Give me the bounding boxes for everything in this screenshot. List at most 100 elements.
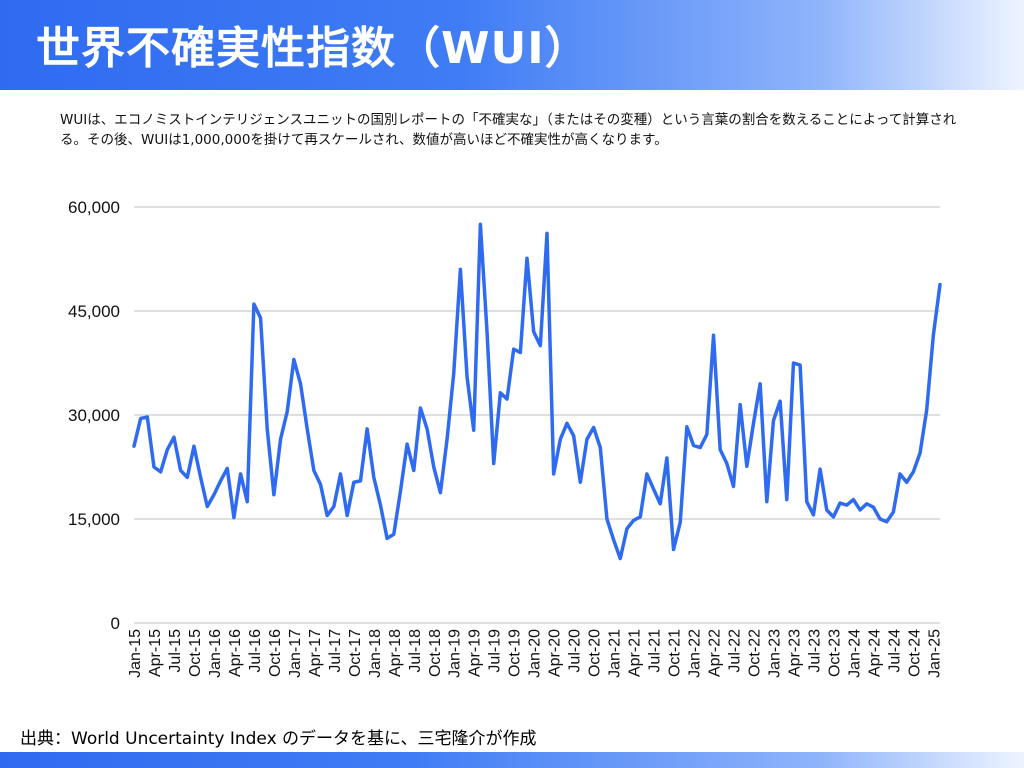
- data-point: [159, 471, 162, 473]
- x-tick-label: Jan-20: [527, 629, 544, 678]
- data-point: [459, 268, 462, 271]
- x-tick-label: Apr-24: [866, 629, 883, 677]
- x-tick-label: Jan-21: [607, 629, 624, 678]
- title-bar: 世界不確実性指数（WUI）: [0, 0, 1024, 90]
- x-tick-label: Oct-21: [667, 629, 684, 677]
- x-tick-label: Jan-17: [287, 629, 304, 678]
- data-point: [419, 407, 422, 409]
- x-tick-label: Jul-16: [247, 629, 264, 673]
- x-tick-label: Jul-21: [647, 629, 664, 673]
- data-point: [426, 428, 428, 430]
- data-point: [466, 376, 468, 378]
- x-tick-label: Jan-25: [926, 629, 943, 678]
- x-tick-label: Oct-18: [427, 629, 444, 677]
- data-point: [472, 429, 475, 432]
- data-point: [146, 416, 149, 418]
- data-point: [825, 509, 828, 511]
- data-point: [299, 383, 302, 385]
- data-point: [839, 502, 841, 504]
- data-point: [659, 502, 662, 505]
- data-point: [599, 446, 602, 449]
- data-point: [486, 331, 488, 333]
- data-point: [646, 473, 648, 475]
- data-point: [732, 485, 735, 488]
- data-point: [306, 428, 308, 430]
- data-point: [572, 435, 575, 437]
- data-point: [512, 348, 515, 350]
- data-point: [626, 527, 628, 530]
- data-point: [692, 444, 695, 447]
- x-tick-label: Jan-16: [207, 629, 224, 678]
- data-point: [746, 465, 748, 468]
- x-tick-label: Oct-20: [587, 629, 604, 677]
- x-tick-label: Oct-16: [267, 629, 284, 677]
- data-point: [905, 481, 908, 484]
- data-point: [406, 443, 408, 445]
- footer-bar: [0, 752, 1024, 768]
- data-point: [133, 445, 135, 447]
- data-point: [859, 509, 861, 511]
- x-tick-label: Apr-17: [307, 629, 324, 677]
- x-tick-label: Apr-21: [627, 629, 644, 677]
- data-point: [672, 548, 675, 551]
- data-point: [333, 505, 335, 508]
- data-point: [752, 422, 755, 425]
- data-point: [805, 500, 808, 503]
- data-point: [546, 232, 548, 235]
- data-point: [592, 426, 595, 429]
- data-point: [766, 500, 768, 503]
- data-point: [932, 334, 935, 337]
- data-point: [446, 438, 448, 441]
- data-point: [219, 480, 222, 482]
- data-point: [772, 419, 775, 422]
- data-point: [379, 504, 382, 506]
- x-tick-label: Jul-18: [407, 629, 424, 673]
- data-point: [339, 473, 342, 475]
- data-point: [885, 520, 888, 523]
- data-point: [193, 445, 195, 447]
- data-point: [652, 488, 655, 490]
- data-point: [359, 480, 362, 482]
- data-point: [319, 483, 322, 486]
- data-point: [852, 498, 855, 501]
- data-point: [366, 428, 368, 430]
- data-point: [865, 502, 868, 505]
- data-point: [286, 410, 289, 413]
- data-point: [179, 469, 182, 472]
- x-tick-label: Apr-22: [707, 629, 724, 677]
- data-point: [679, 521, 682, 524]
- data-point: [373, 476, 375, 479]
- data-point: [639, 516, 642, 518]
- data-point: [799, 364, 801, 366]
- x-tick-label: Apr-19: [467, 629, 484, 677]
- y-tick-label: 15,000: [68, 510, 120, 529]
- x-tick-label: Jan-22: [687, 629, 704, 678]
- data-point: [706, 433, 708, 436]
- x-tick-label: Apr-18: [387, 629, 404, 677]
- data-point: [872, 506, 875, 509]
- data-point: [879, 518, 881, 520]
- data-point: [412, 469, 415, 472]
- data-point: [832, 516, 835, 518]
- data-point: [199, 476, 202, 479]
- data-point: [612, 539, 615, 541]
- x-tick-label: Jan-18: [367, 629, 384, 678]
- source-note: 出典：World Uncertainty Index のデータを基に、三宅隆介が…: [20, 729, 537, 749]
- data-point: [432, 466, 435, 468]
- data-point: [566, 422, 568, 425]
- data-point: [206, 505, 209, 508]
- data-point: [279, 438, 282, 441]
- x-tick-label: Oct-19: [507, 629, 524, 677]
- x-tick-label: Oct-24: [906, 629, 923, 677]
- data-points: [133, 223, 941, 560]
- data-point: [313, 469, 315, 472]
- x-tick-label: Jul-17: [327, 629, 344, 673]
- data-point: [506, 398, 508, 400]
- x-tick-label: Apr-15: [147, 629, 164, 677]
- data-point: [586, 438, 588, 441]
- data-point: [726, 462, 728, 465]
- data-point: [239, 473, 242, 475]
- data-point: [439, 491, 442, 494]
- x-tick-label: Oct-23: [826, 629, 843, 677]
